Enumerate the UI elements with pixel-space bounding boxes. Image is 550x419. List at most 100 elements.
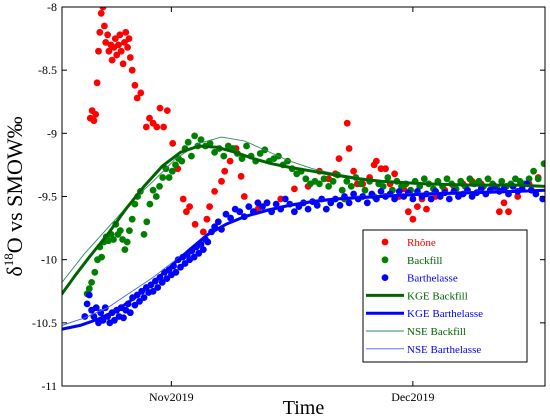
x-tick-label: Nov2019 [149,390,194,404]
legend-label: NSE Backfill [407,326,466,338]
data-point [500,199,508,207]
data-point [382,165,389,173]
data-point [128,215,136,223]
data-point [126,309,134,317]
data-point [211,188,219,195]
data-point [126,54,134,61]
legend-item: KGE Barthelasse [366,308,483,320]
data-point [125,35,133,42]
data-point [338,186,346,194]
data-point [128,66,136,74]
legend: Rhône Backfill Barthelasse KGE Backfill KGE … [362,229,528,363]
data-point [116,31,124,39]
data-point [88,279,95,286]
data-point [142,123,150,131]
data-point [177,263,184,271]
data-point [347,183,355,190]
data-point [336,201,344,209]
y-axis-title: δ18O vs SMOW‰ [1,116,27,276]
series-layer [62,7,545,331]
y-axis-title-base: δ [2,266,27,276]
data-point [110,236,117,243]
data-point [123,238,131,246]
legend-label: KGE Barthelasse [407,308,483,320]
data-point [116,227,124,235]
data-point [343,177,351,185]
data-point [302,175,310,183]
data-point [322,205,330,213]
series-rhne [86,7,542,248]
data-point [272,200,280,208]
data-point [104,31,111,39]
data-point [98,253,105,261]
data-point [133,94,141,102]
y-tick-label: -8 [47,0,57,14]
data-point [259,203,266,211]
data-point [320,175,328,183]
data-point [92,304,100,312]
data-point [105,47,113,55]
ticks-layer: -8 -8.5 -9 -9.5 -10 -10.5 -11 Nov2019 Dec2019 [32,0,545,404]
data-point [206,140,214,147]
y-tick-label: -10.5 [32,316,57,330]
data-point [160,123,168,131]
data-point [530,167,537,175]
data-point [540,160,545,168]
data-point [146,200,154,208]
y-axis-title-sup: 18 [1,253,16,266]
legend-item: NSE Barthelasse [366,344,481,356]
data-point [108,56,116,64]
data-point [236,208,244,216]
data-point [477,185,485,193]
data-point [345,199,353,207]
data-point [195,249,203,257]
data-point [361,186,369,194]
data-point [256,150,264,157]
data-point [99,7,107,11]
data-point [468,193,476,200]
data-point [316,180,323,188]
data-point [169,140,177,147]
data-point [117,47,125,55]
data-point [304,205,312,213]
data-point [525,175,533,183]
data-point [214,218,222,226]
legend-marker [381,256,389,264]
data-point [291,185,298,193]
x-axis-title: Time [283,397,325,419]
data-point [391,170,398,178]
line-kge-barthelasse [62,188,545,331]
data-point [505,208,512,216]
data-point [227,214,235,222]
legend-label: KGE Backfill [407,290,468,302]
data-point [102,39,110,46]
legend-item: Rhône [381,237,436,249]
data-point [111,316,118,324]
data-point [93,79,101,87]
data-point [263,199,271,207]
data-point [183,208,190,216]
data-point [377,188,385,195]
data-point [539,195,545,203]
data-point [220,152,228,160]
data-point [119,60,127,68]
data-point [206,203,214,211]
y-tick-label: -9 [47,126,57,140]
data-point [124,44,131,51]
data-point [83,300,91,308]
data-point [350,167,357,175]
data-point [158,279,166,286]
legend-label: Rhône [407,237,436,249]
data-point [163,107,171,114]
data-point [149,287,157,295]
data-point [475,177,483,185]
data-point [373,157,380,165]
data-point [97,9,105,17]
data-point [197,136,205,144]
data-point [218,177,225,185]
data-point [136,298,143,305]
data-point [97,309,105,317]
data-point [281,195,289,203]
data-point [345,145,353,152]
data-point [140,294,148,301]
